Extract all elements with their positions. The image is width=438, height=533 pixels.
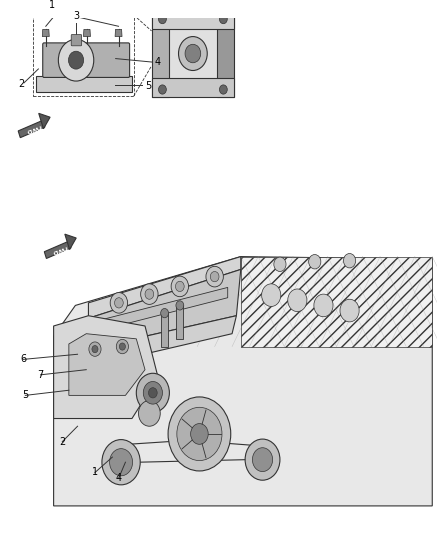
Polygon shape bbox=[84, 29, 90, 37]
Polygon shape bbox=[36, 46, 132, 92]
Circle shape bbox=[274, 257, 286, 271]
Polygon shape bbox=[115, 29, 122, 37]
Polygon shape bbox=[53, 316, 158, 418]
Bar bbox=[177, 305, 184, 339]
Polygon shape bbox=[97, 287, 228, 331]
Circle shape bbox=[138, 400, 160, 426]
Circle shape bbox=[168, 397, 231, 471]
Circle shape bbox=[179, 37, 207, 70]
Circle shape bbox=[171, 276, 188, 297]
Polygon shape bbox=[241, 256, 432, 346]
Circle shape bbox=[340, 299, 359, 322]
Polygon shape bbox=[152, 78, 234, 97]
Text: 1: 1 bbox=[92, 467, 98, 478]
Polygon shape bbox=[69, 334, 145, 395]
FancyBboxPatch shape bbox=[71, 35, 81, 46]
Polygon shape bbox=[88, 270, 241, 349]
Circle shape bbox=[219, 85, 227, 94]
Bar bbox=[33, 15, 134, 96]
Circle shape bbox=[245, 439, 280, 480]
Polygon shape bbox=[42, 29, 49, 37]
Text: 2: 2 bbox=[59, 437, 65, 447]
Text: 7: 7 bbox=[37, 370, 44, 380]
Circle shape bbox=[176, 281, 184, 292]
Circle shape bbox=[210, 271, 219, 282]
Circle shape bbox=[309, 255, 321, 269]
Circle shape bbox=[58, 39, 94, 81]
Polygon shape bbox=[65, 234, 76, 249]
Circle shape bbox=[314, 294, 333, 317]
Circle shape bbox=[119, 343, 125, 350]
Bar bbox=[161, 313, 168, 346]
Circle shape bbox=[102, 440, 140, 485]
Polygon shape bbox=[53, 256, 432, 506]
Polygon shape bbox=[152, 10, 234, 29]
Circle shape bbox=[261, 284, 281, 306]
Circle shape bbox=[288, 289, 307, 312]
FancyBboxPatch shape bbox=[43, 43, 130, 77]
Circle shape bbox=[136, 373, 170, 413]
Circle shape bbox=[92, 345, 98, 353]
Polygon shape bbox=[152, 10, 169, 97]
Text: 5: 5 bbox=[22, 390, 28, 400]
Circle shape bbox=[110, 293, 127, 313]
Circle shape bbox=[159, 14, 166, 23]
Text: 4: 4 bbox=[155, 57, 161, 67]
Circle shape bbox=[252, 448, 272, 472]
Circle shape bbox=[343, 254, 356, 268]
Text: FWD: FWD bbox=[24, 123, 41, 134]
Circle shape bbox=[159, 85, 166, 94]
Circle shape bbox=[219, 14, 227, 23]
Circle shape bbox=[177, 407, 222, 461]
Circle shape bbox=[110, 449, 133, 476]
Circle shape bbox=[89, 342, 101, 357]
Circle shape bbox=[161, 309, 169, 318]
Text: 4: 4 bbox=[116, 473, 122, 483]
Circle shape bbox=[145, 289, 154, 299]
Circle shape bbox=[148, 387, 157, 398]
Circle shape bbox=[116, 340, 128, 354]
Polygon shape bbox=[18, 120, 45, 138]
Text: 6: 6 bbox=[20, 354, 26, 365]
Text: 5: 5 bbox=[145, 81, 151, 91]
Polygon shape bbox=[217, 10, 234, 97]
Polygon shape bbox=[44, 241, 71, 259]
Text: 2: 2 bbox=[18, 79, 24, 89]
Circle shape bbox=[176, 301, 184, 310]
Circle shape bbox=[143, 382, 162, 404]
Text: 1: 1 bbox=[49, 0, 55, 10]
Circle shape bbox=[191, 424, 208, 445]
Text: 3: 3 bbox=[73, 11, 79, 21]
Circle shape bbox=[206, 266, 223, 287]
Polygon shape bbox=[152, 10, 234, 97]
Text: FWD: FWD bbox=[50, 244, 67, 254]
Polygon shape bbox=[88, 256, 241, 318]
Polygon shape bbox=[88, 316, 237, 367]
Circle shape bbox=[115, 298, 123, 308]
Polygon shape bbox=[39, 114, 50, 129]
Circle shape bbox=[185, 44, 201, 63]
Circle shape bbox=[68, 51, 84, 69]
Circle shape bbox=[141, 284, 158, 304]
